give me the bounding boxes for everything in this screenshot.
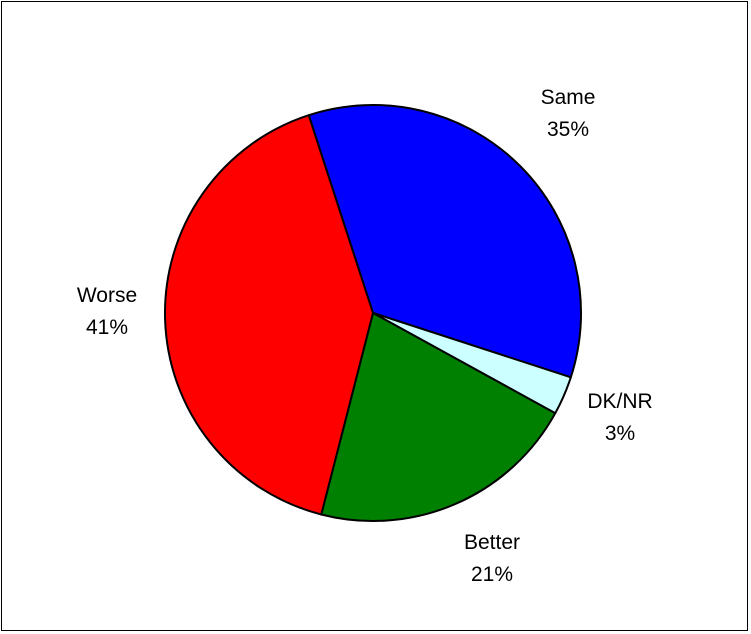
- slice-value-same: 35%: [547, 118, 589, 141]
- slice-label-better: Better: [464, 531, 520, 554]
- pie-labels: Same 35% DK/NR 3% Better 21% Worse 41%: [77, 86, 653, 586]
- slice-value-better: 21%: [471, 563, 513, 586]
- slice-label-dk-nr: DK/NR: [587, 390, 652, 413]
- slice-label-worse: Worse: [77, 284, 137, 307]
- pie-slice-worse: [163, 114, 374, 516]
- pie-slice-better: [320, 312, 557, 522]
- slice-value-dk-nr: 3%: [605, 422, 635, 445]
- pie-slices: [163, 104, 582, 522]
- pie-slice-same: [307, 104, 582, 379]
- slice-value-worse: 41%: [86, 316, 128, 339]
- slice-label-same: Same: [541, 86, 596, 109]
